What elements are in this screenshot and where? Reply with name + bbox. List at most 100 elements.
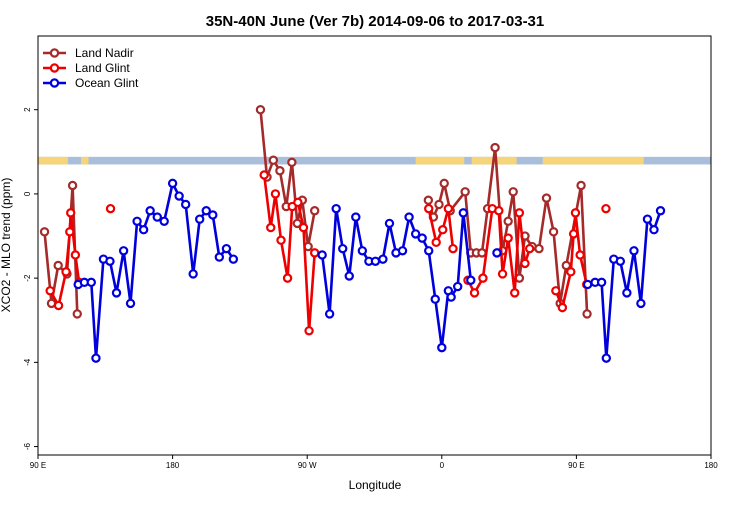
data-point: [266, 222, 276, 233]
series-line: [262, 174, 316, 333]
data-point: [430, 294, 440, 304]
data-point: [180, 199, 191, 210]
data-point: [201, 206, 211, 216]
x-tick-label: 90 E: [568, 461, 584, 470]
data-point: [582, 309, 592, 319]
y-tick-label: -4: [23, 358, 32, 366]
series-ocean-glint: [73, 178, 666, 363]
data-point: [410, 229, 421, 239]
data-point: [276, 235, 286, 245]
data-point: [629, 246, 639, 256]
data-point: [91, 353, 101, 363]
data-point: [514, 208, 525, 218]
data-point: [208, 210, 218, 220]
legend-marker: [49, 48, 60, 58]
data-point: [86, 277, 96, 288]
chart-title: 35N-40N June (Ver 7b) 2014-09-06 to 2017…: [206, 13, 545, 30]
data-point: [270, 189, 281, 199]
data-point: [268, 155, 279, 165]
data-point: [45, 286, 55, 296]
data-point: [188, 269, 198, 279]
data-point: [221, 243, 232, 254]
data-point: [404, 212, 414, 222]
data-point: [443, 203, 454, 214]
legend-label: Land Nadir: [75, 46, 134, 60]
data-point: [534, 243, 544, 254]
x-axis-label: Longitude: [349, 478, 402, 492]
data-point: [132, 216, 142, 226]
data-point: [548, 227, 559, 237]
data-point: [452, 281, 463, 292]
data-point: [324, 309, 335, 319]
data-point: [561, 260, 572, 271]
data-point: [448, 243, 458, 254]
data-point: [338, 243, 348, 254]
data-point: [431, 237, 441, 248]
data-point: [309, 206, 320, 216]
data-point: [344, 271, 354, 281]
data-point: [72, 309, 82, 319]
land-band: [38, 156, 68, 165]
data-point: [642, 214, 653, 224]
data-point: [214, 252, 225, 262]
data-point: [105, 203, 116, 214]
data-point: [298, 222, 309, 233]
data-point: [508, 187, 518, 197]
legend-marker: [49, 78, 60, 88]
data-point: [53, 300, 64, 311]
y-tick-label: 2: [23, 107, 32, 112]
data-point: [494, 206, 504, 216]
data-point: [384, 218, 395, 229]
data-point: [138, 225, 149, 235]
data-point: [615, 256, 626, 266]
data-point: [125, 298, 136, 309]
x-tick-label: 180: [704, 461, 718, 470]
data-point: [228, 254, 239, 264]
data-point: [503, 216, 513, 226]
data-point: [601, 353, 612, 363]
data-point: [67, 180, 78, 191]
data-point: [39, 227, 50, 237]
series-land-glint: [45, 170, 611, 336]
y-tick-label: 0: [23, 191, 32, 196]
data-point: [601, 203, 611, 214]
data-point: [293, 197, 303, 208]
x-tick-label: 180: [166, 461, 180, 470]
series-layer: [39, 104, 666, 363]
data-point: [478, 273, 488, 283]
data-point: [331, 203, 341, 214]
data-point: [304, 326, 314, 336]
series-land-nadir: [39, 104, 592, 319]
data-point: [437, 342, 447, 353]
data-point: [145, 206, 155, 216]
data-point: [566, 267, 576, 277]
data-point: [357, 246, 368, 256]
legend-label: Ocean Glint: [75, 76, 139, 90]
data-point: [423, 195, 434, 205]
data-point: [61, 267, 71, 277]
series-line: [320, 207, 473, 349]
data-point: [576, 180, 586, 191]
data-point: [458, 208, 468, 218]
data-point: [636, 298, 646, 309]
data-point: [446, 292, 456, 302]
legend-label: Land Glint: [75, 61, 130, 75]
data-point: [497, 269, 508, 279]
data-point: [424, 203, 434, 214]
data-point: [466, 275, 476, 285]
data-point: [438, 225, 448, 235]
data-point: [541, 193, 552, 203]
data-point: [167, 178, 178, 189]
data-point: [417, 233, 427, 243]
data-point: [492, 248, 502, 258]
x-tick-label: 90 E: [30, 461, 46, 470]
data-point: [317, 250, 327, 260]
data-point: [524, 243, 535, 254]
data-point: [570, 208, 581, 218]
data-point: [351, 212, 361, 222]
data-point: [259, 170, 269, 180]
land-band: [542, 156, 644, 165]
data-point: [292, 218, 302, 229]
data-point: [557, 302, 568, 313]
